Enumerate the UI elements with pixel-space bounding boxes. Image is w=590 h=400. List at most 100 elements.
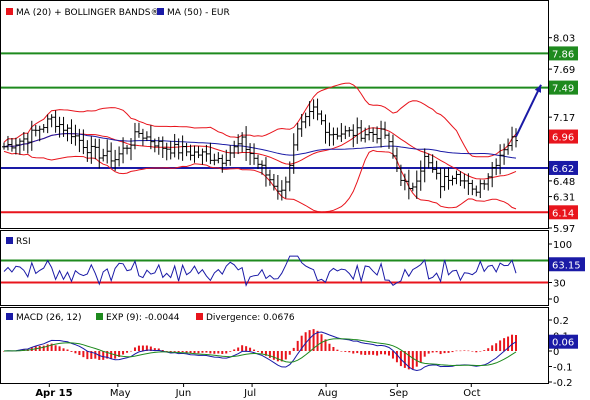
divergence-bar — [3, 351, 5, 352]
month-label: Sep — [389, 388, 408, 399]
divergence-bar — [130, 350, 133, 352]
divergence-bar — [296, 340, 299, 351]
divergence-bar — [431, 351, 434, 353]
divergence-bar — [193, 351, 196, 354]
divergence-bar — [94, 351, 97, 359]
divergence-bar — [503, 338, 506, 351]
legend-swatch-macd — [6, 313, 13, 320]
divergence-bar — [280, 351, 283, 362]
divergence-bar — [467, 350, 470, 352]
divergence-bar — [364, 351, 367, 355]
level-tag — [549, 160, 578, 175]
divergence-bar — [443, 351, 446, 354]
divergence-bar — [288, 351, 291, 355]
legend-bollinger: MA (20) + BOLLINGER BANDS® — [16, 8, 160, 18]
divergence-bar — [264, 351, 267, 356]
divergence-bar — [74, 351, 77, 354]
last-price-label: 6.96 — [552, 133, 574, 144]
price-y-tick-label: 6.31 — [553, 193, 575, 204]
divergence-bar — [308, 330, 311, 351]
divergence-bar — [126, 351, 129, 353]
macd-line — [3, 331, 517, 372]
divergence-bar — [62, 348, 65, 351]
divergence-bar — [209, 351, 212, 354]
divergence-bar — [459, 350, 462, 352]
month-label: May — [110, 388, 131, 399]
divergence-bar — [316, 330, 319, 351]
divergence-bar — [118, 351, 121, 357]
macd-y-tick-label: 0.2 — [553, 316, 569, 327]
divergence-bar — [348, 351, 351, 353]
divergence-bar — [149, 346, 152, 351]
last-price-tag — [549, 129, 578, 144]
divergence-bar — [225, 351, 228, 354]
divergence-bar — [399, 351, 402, 367]
divergence-bar — [276, 351, 279, 362]
price-y-tick-label: 5.97 — [553, 224, 575, 235]
divergence-bar — [177, 351, 180, 353]
legend-macd: MACD (26, 12) — [16, 313, 82, 323]
divergence-bar — [387, 351, 390, 356]
legend-swatch-bollinger — [6, 8, 13, 15]
divergence-bar — [141, 345, 144, 351]
exp-signal-line — [3, 338, 517, 367]
divergence-bar — [300, 335, 303, 351]
divergence-bar — [284, 351, 287, 360]
level-tag-label: 6.14 — [552, 208, 574, 219]
divergence-bar — [229, 351, 232, 352]
macd-y-tick-label: 0 — [553, 347, 559, 358]
divergence-bar — [257, 351, 260, 352]
macd-panel-frame — [0, 307, 549, 384]
ma50-line — [3, 132, 517, 159]
price-y-tick-label: 8.03 — [553, 34, 575, 45]
divergence-bar — [70, 351, 73, 352]
legend-swatch-rsi — [6, 237, 13, 244]
bollinger-upper-band — [3, 82, 517, 158]
price-panel-frame — [0, 0, 549, 229]
divergence-bar — [173, 351, 176, 352]
divergence-bar — [260, 351, 263, 354]
divergence-bar — [201, 351, 204, 353]
divergence-bar — [427, 351, 430, 354]
rsi-last-label: 63.15 — [552, 260, 581, 271]
rsi-y-tick-label: 0 — [553, 295, 559, 306]
divergence-bar — [372, 351, 375, 355]
divergence-bar — [50, 343, 53, 351]
divergence-bar — [304, 332, 307, 351]
month-label: Aug — [318, 388, 338, 399]
macd-last-tag — [549, 334, 578, 349]
divergence-bar — [507, 336, 510, 351]
divergence-bar — [376, 351, 379, 356]
divergence-bar — [352, 351, 355, 354]
divergence-bar — [419, 351, 422, 363]
level-tag-label: 7.49 — [552, 84, 574, 95]
divergence-bar — [82, 351, 85, 358]
rsi-y-tick-label: 30 — [553, 279, 566, 290]
divergence-bar — [58, 346, 61, 351]
month-label: Oct — [463, 388, 480, 399]
macd-last-label: 0.06 — [552, 338, 574, 349]
level-tag — [549, 80, 578, 95]
rsi-y-tick-label: 100 — [553, 240, 572, 251]
divergence-bar — [483, 350, 486, 351]
divergence-bar — [463, 350, 466, 351]
divergence-bar — [328, 343, 331, 351]
divergence-bar — [403, 351, 406, 368]
level-tag — [549, 205, 578, 220]
ma20-line — [3, 127, 517, 180]
divergence-bar — [312, 329, 315, 351]
divergence-bar — [86, 351, 89, 360]
divergence-bar — [133, 347, 136, 351]
legend-ma50: MA (50) - EUR — [167, 8, 230, 18]
divergence-bar — [407, 351, 410, 370]
rsi-panel-frame — [0, 230, 549, 306]
legend-swatch-ma50 — [157, 8, 164, 15]
divergence-bar — [356, 351, 359, 354]
price-y-tick-label: 7.69 — [553, 65, 575, 76]
divergence-bar — [185, 351, 188, 353]
level-tag-label: 7.86 — [552, 49, 574, 60]
divergence-bar — [511, 334, 514, 351]
divergence-bar — [102, 351, 105, 360]
divergence-bar — [205, 351, 208, 353]
legend-swatch-divergence — [196, 313, 203, 320]
